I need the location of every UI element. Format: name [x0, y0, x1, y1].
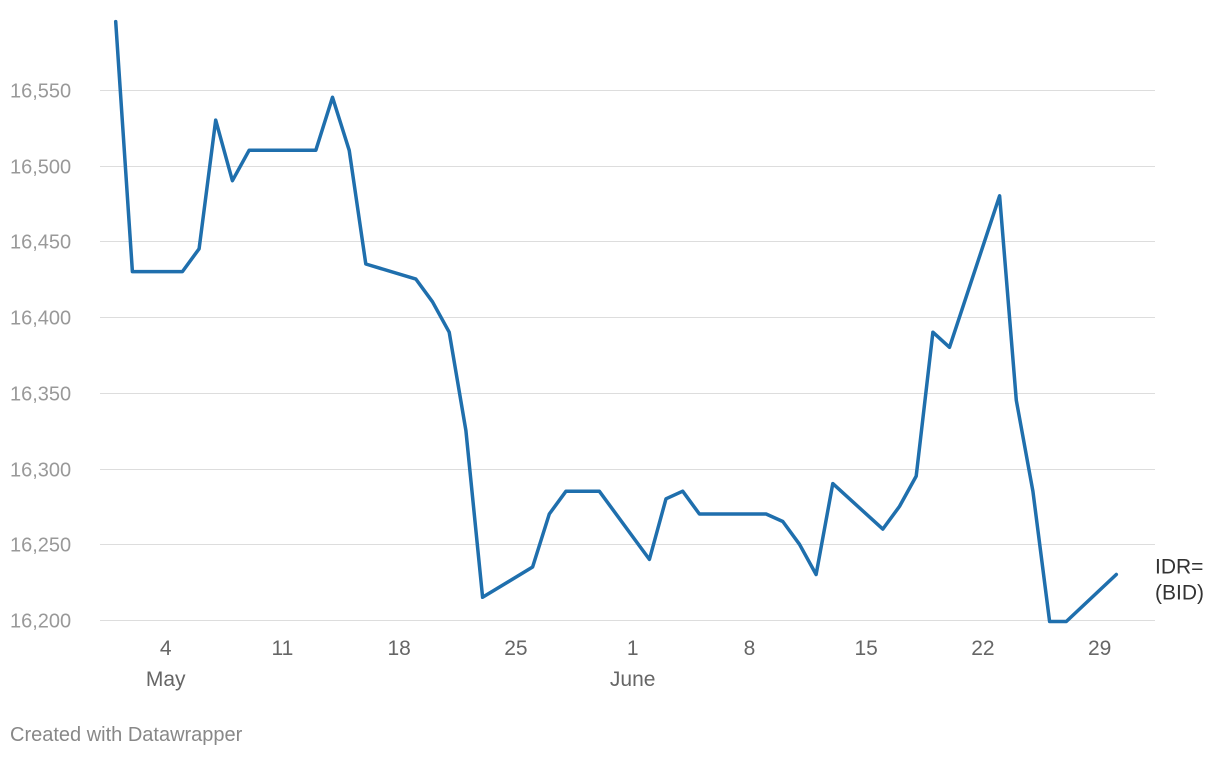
- y-tick-label: 16,250: [10, 535, 71, 557]
- series-line: [113, 19, 1119, 624]
- series-label: IDR=: [1155, 556, 1203, 579]
- footer-credit: Created with Datawrapper: [10, 724, 243, 746]
- y-tick-label: 16,400: [10, 308, 71, 330]
- x-tick-label: 25: [504, 637, 527, 660]
- x-tick-label: 1: [627, 637, 639, 660]
- y-tick-label: 16,200: [10, 611, 71, 633]
- series-label: (BID): [1155, 582, 1204, 605]
- y-tick-label: 16,300: [10, 460, 71, 482]
- x-month-label: June: [610, 668, 656, 691]
- x-tick-label: 15: [854, 637, 877, 660]
- x-tick-label: 18: [388, 637, 411, 660]
- x-month-label: May: [146, 668, 186, 691]
- x-tick-label: 11: [272, 637, 294, 660]
- x-tick-label: 4: [160, 637, 172, 660]
- y-tick-label: 16,450: [10, 232, 71, 254]
- x-tick-label: 8: [744, 637, 756, 660]
- x-axis-labels: 4 May 11 18 25 1 June 8 15 22 29: [146, 637, 1111, 691]
- y-tick-label: 16,550: [10, 81, 71, 103]
- y-axis-labels: 16,200 16,250 16,300 16,350 16,400 16,450 16,5…: [10, 81, 71, 633]
- series-layer: IDR= (BID): [113, 19, 1204, 624]
- x-tick-label: 29: [1088, 637, 1111, 660]
- y-tick-label: 16,350: [10, 384, 71, 406]
- x-tick-label: 22: [971, 637, 994, 660]
- y-tick-label: 16,500: [10, 157, 71, 179]
- gridlines: [100, 90, 1155, 621]
